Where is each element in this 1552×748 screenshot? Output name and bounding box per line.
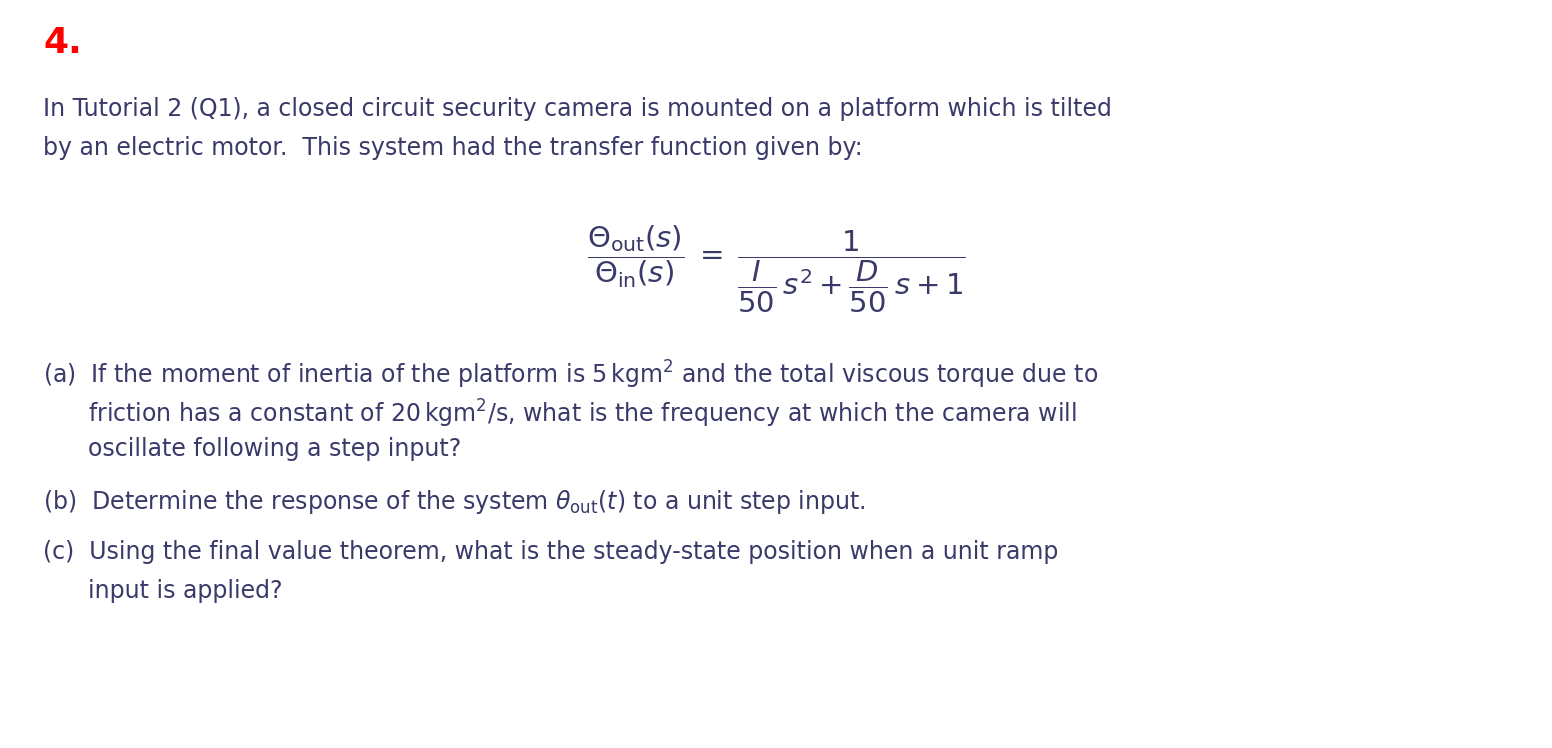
Text: In Tutorial 2 (Q1), a closed circuit security camera is mounted on a platform wh: In Tutorial 2 (Q1), a closed circuit sec… (43, 97, 1113, 121)
Text: (a)  If the moment of inertia of the platform is $5\,\mathrm{kgm}^2$ and the tot: (a) If the moment of inertia of the plat… (43, 359, 1099, 391)
Text: oscillate following a step input?: oscillate following a step input? (43, 437, 461, 461)
Text: 4.: 4. (43, 26, 82, 60)
Text: (b)  Determine the response of the system $\theta_{\mathrm{out}}(t)$ to a unit s: (b) Determine the response of the system… (43, 488, 866, 515)
Text: input is applied?: input is applied? (43, 579, 282, 603)
Text: friction has a constant of $20\,\mathrm{kgm}^2/\mathrm{s}$, what is the frequenc: friction has a constant of $20\,\mathrm{… (43, 398, 1077, 430)
Text: (c)  Using the final value theorem, what is the steady-state position when a uni: (c) Using the final value theorem, what … (43, 540, 1058, 564)
Text: by an electric motor.  This system had the transfer function given by:: by an electric motor. This system had th… (43, 136, 863, 160)
Text: $\dfrac{\Theta_{\rm out}(s)}{\Theta_{\rm in}(s)}\;=\;\dfrac{1}{\dfrac{I}{50}\,s^: $\dfrac{\Theta_{\rm out}(s)}{\Theta_{\rm… (587, 224, 965, 316)
